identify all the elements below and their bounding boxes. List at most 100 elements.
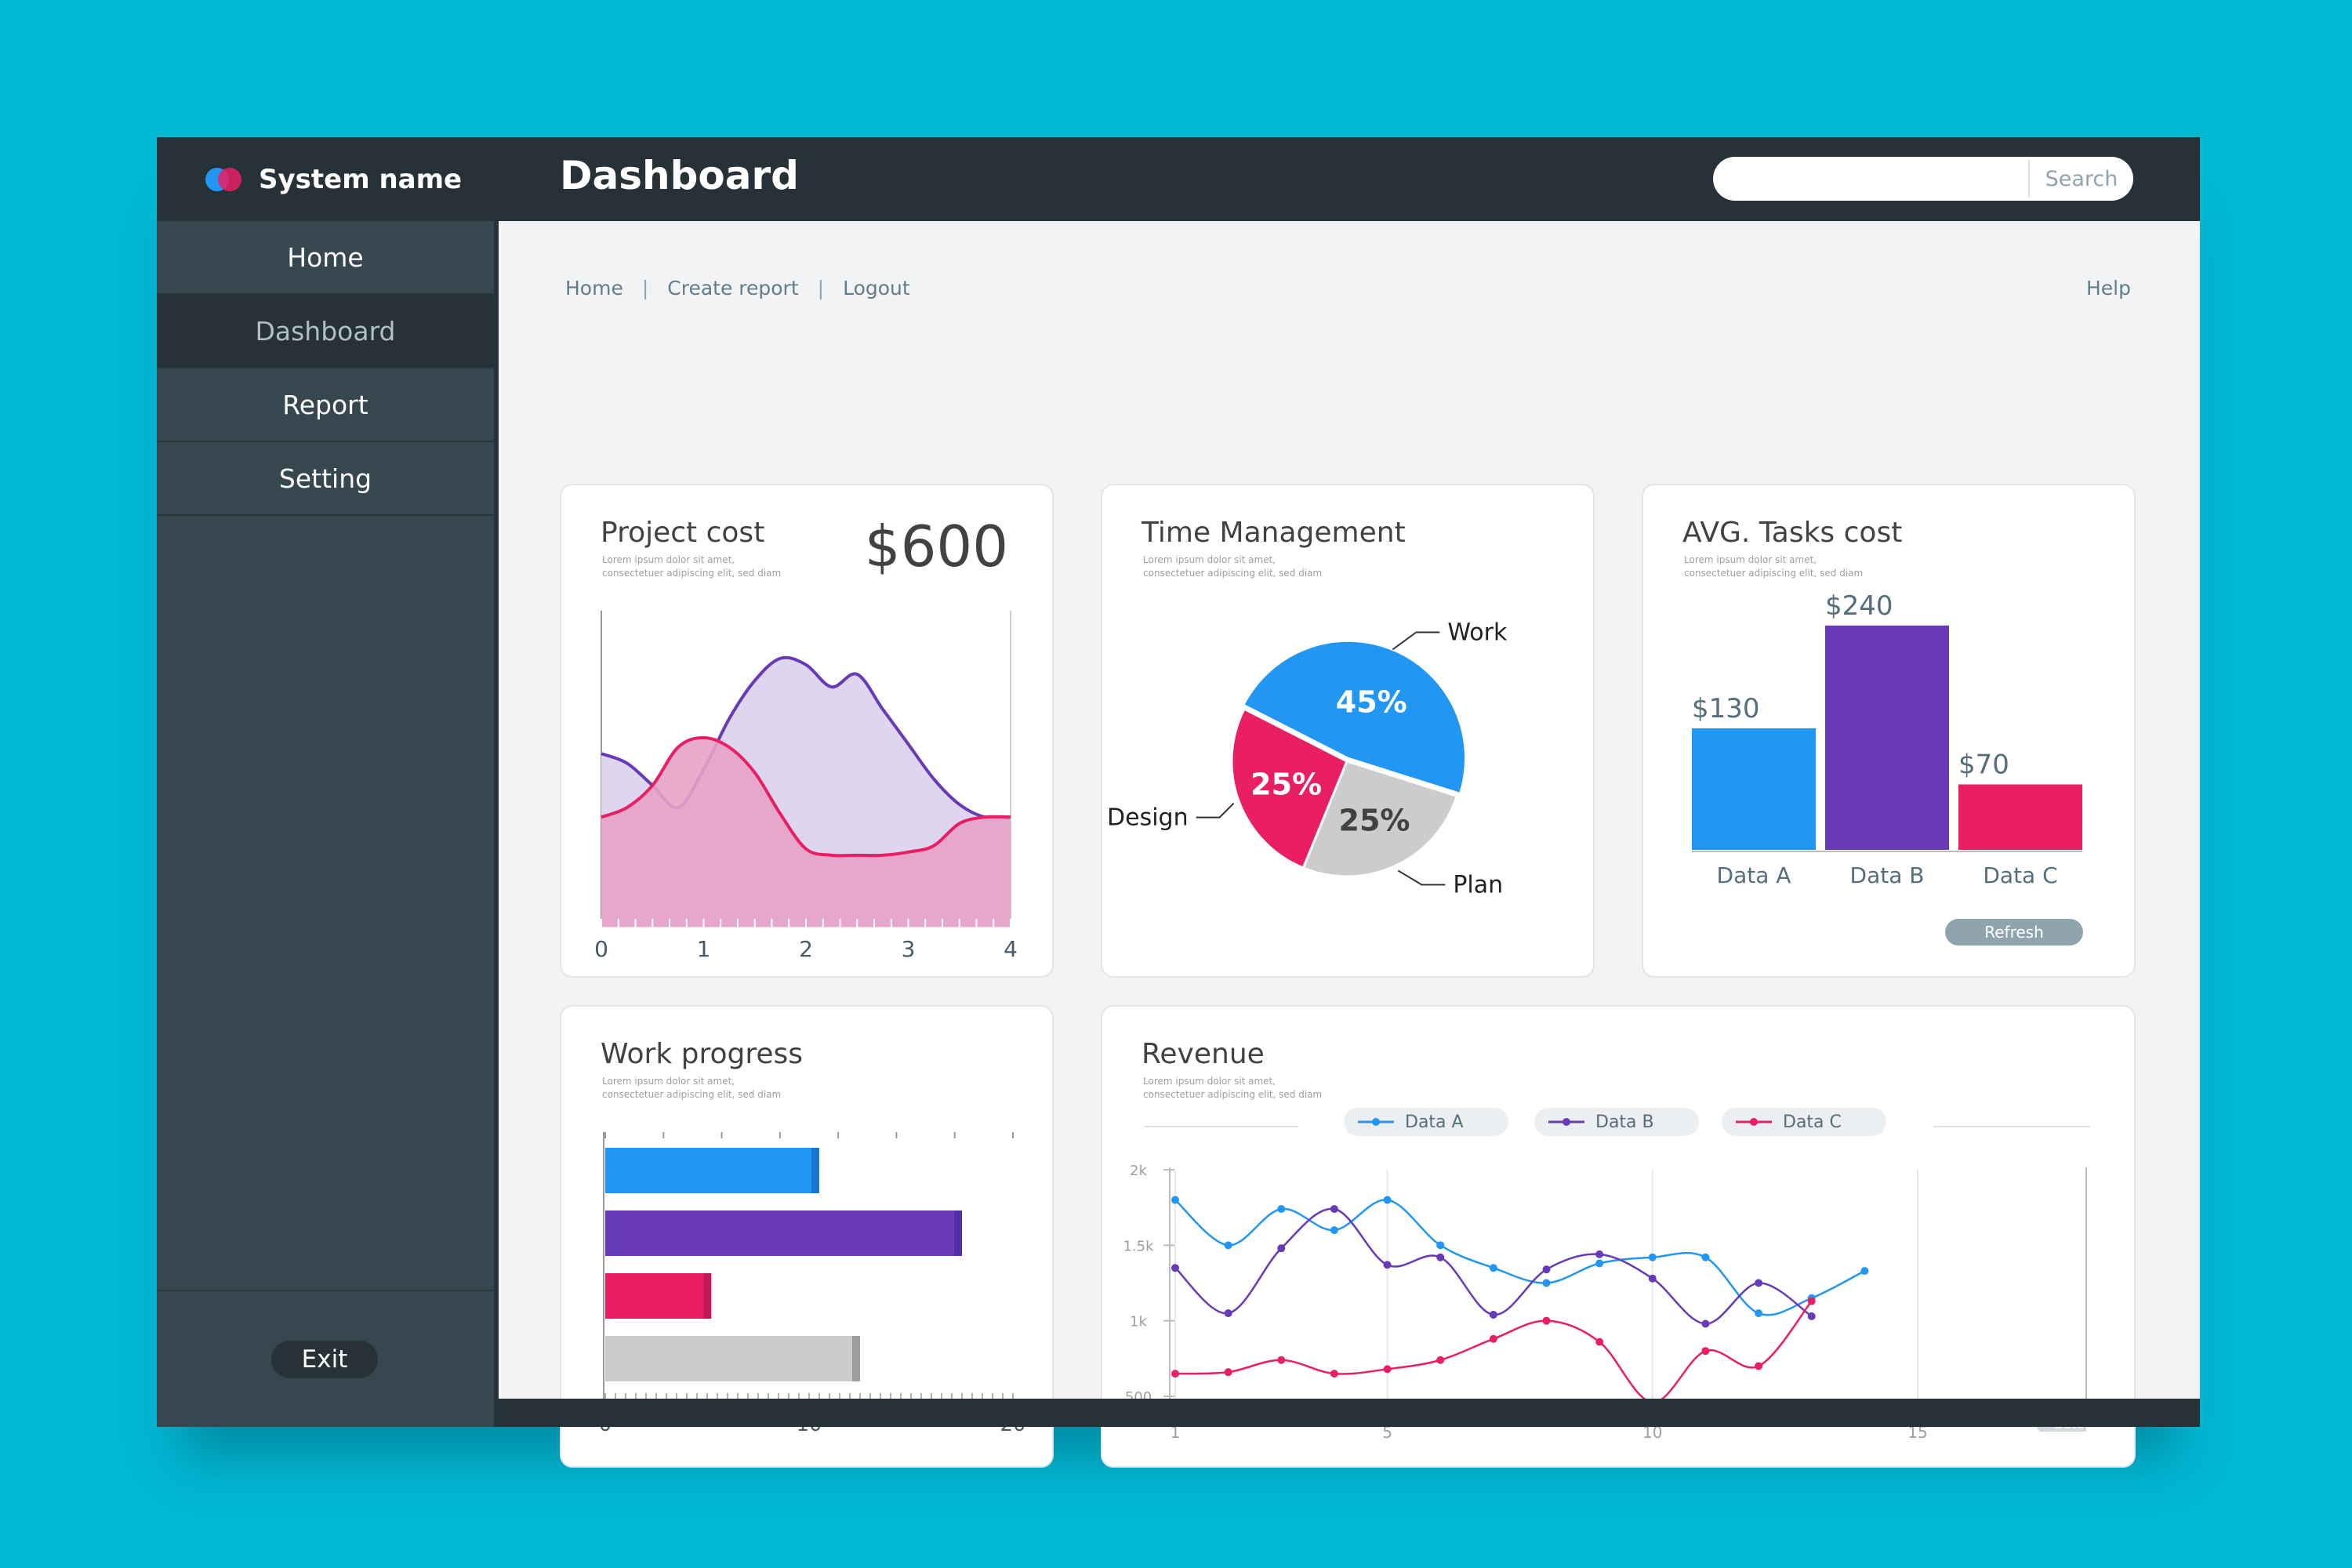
revenue-data-point: [1383, 1365, 1392, 1374]
card-subtitle: Lorem ipsum dolor sit amet, consectetuer …: [1143, 1076, 1323, 1100]
search-input[interactable]: [1713, 157, 2027, 201]
revenue-data-point: [1701, 1347, 1710, 1356]
sidebar-item-report[interactable]: Report: [157, 368, 494, 442]
project-cost-chart: 0 1 2 3 4: [594, 611, 1018, 962]
help-link[interactable]: Help: [2086, 277, 2131, 299]
page-title: Dashboard: [560, 153, 799, 198]
legend-item-data-b[interactable]: Data B: [1534, 1108, 1699, 1136]
revenue-data-point: [1489, 1264, 1497, 1272]
x-tick-label: 1: [697, 936, 711, 962]
x-tick-label: 4: [1004, 936, 1018, 962]
pie-leader-line: [1196, 802, 1235, 818]
legend-label: Data B: [1595, 1112, 1654, 1132]
revenue-data-point: [1330, 1205, 1338, 1214]
area-series-2-fill: [601, 738, 1011, 928]
time-management-chart: 45% Work 25% Plan 25% Design: [1107, 619, 1508, 898]
revenue-data-point: [1595, 1259, 1604, 1268]
revenue-data-point: [1224, 1241, 1232, 1250]
revenue-data-point: [1171, 1264, 1179, 1272]
x-tick-label: 3: [902, 936, 916, 962]
revenue-data-point: [1224, 1368, 1232, 1377]
revenue-data-point: [1171, 1196, 1179, 1204]
sidebar-item-home[interactable]: Home: [157, 221, 494, 295]
pie-category-label: Design: [1107, 804, 1189, 832]
revenue-data-point: [1595, 1250, 1604, 1258]
progress-bar-1: [605, 1148, 819, 1193]
avg-tasks-cost-chart: $130 Data A $240 Data B $70 Data C: [1692, 590, 2082, 888]
revenue-data-point: [1595, 1338, 1604, 1346]
sidebar-edge: [494, 137, 499, 1427]
header: Dashboard Search: [499, 137, 2200, 221]
breadcrumb-separator: |: [817, 277, 825, 299]
system-name: System name: [259, 163, 463, 195]
card-title: Work progress: [601, 1038, 804, 1070]
footer-bar: [499, 1399, 2200, 1427]
card-title: AVG. Tasks cost: [1682, 517, 1903, 549]
card-subtitle: Lorem ipsum dolor sit amet, consectetuer …: [1143, 554, 1323, 579]
y-tick-label: 1.5k: [1123, 1238, 1154, 1254]
project-cost-card: Project cost $600 Lorem ipsum dolor sit …: [560, 484, 1054, 978]
revenue-data-point: [1436, 1356, 1445, 1364]
breadcrumb-home-link[interactable]: Home: [565, 277, 623, 299]
revenue-data-point: [1436, 1253, 1445, 1261]
bar-value-label: $240: [1825, 590, 1893, 622]
revenue-data-point: [1277, 1205, 1286, 1214]
revenue-data-point: [1436, 1241, 1445, 1250]
card-title: Revenue: [1142, 1038, 1265, 1070]
project-cost-value: $600: [864, 514, 1008, 579]
area-series-2-line: [601, 735, 1011, 858]
legend-line-icon: [1548, 1118, 1584, 1126]
bar-value-label: $130: [1692, 693, 1760, 724]
revenue-data-point: [1383, 1261, 1392, 1269]
breadcrumb: Home | Create report | Logout: [565, 277, 910, 299]
revenue-data-point: [1755, 1279, 1763, 1287]
revenue-data-point: [1701, 1319, 1710, 1328]
bar-category-label: Data C: [1983, 862, 2057, 888]
bar-data-a: [1692, 728, 1816, 850]
card-subtitle: Lorem ipsum dolor sit amet, consectetuer …: [602, 554, 782, 579]
progress-bar-4: [605, 1336, 860, 1381]
revenue-data-point: [1648, 1253, 1657, 1261]
time-management-card: Time Management Lorem ipsum dolor sit am…: [1101, 484, 1595, 978]
search-button[interactable]: Search: [2045, 166, 2118, 191]
revenue-data-point: [1542, 1265, 1551, 1274]
legend-line-icon: [1736, 1118, 1772, 1126]
legend-line-icon: [1358, 1118, 1394, 1126]
revenue-data-point: [1489, 1310, 1497, 1319]
bar-data-b: [1825, 625, 1949, 850]
sidebar-item-setting[interactable]: Setting: [157, 442, 494, 516]
bar-value-label: $70: [1958, 750, 2009, 781]
card-title: Project cost: [601, 517, 765, 549]
legend-item-data-c[interactable]: Data C: [1722, 1108, 1886, 1136]
x-tick-label: 2: [799, 936, 813, 962]
revenue-data-point: [1171, 1370, 1179, 1378]
sidebar-item-dashboard[interactable]: Dashboard: [157, 295, 494, 368]
legend-label: Data C: [1783, 1112, 1842, 1132]
refresh-button[interactable]: Refresh: [1945, 919, 2083, 946]
progress-bar-3: [605, 1273, 712, 1319]
revenue-data-point: [1277, 1356, 1286, 1364]
revenue-data-point: [1489, 1334, 1497, 1343]
x-tick-label: 0: [594, 936, 608, 962]
y-tick-label: 1k: [1130, 1314, 1147, 1330]
pie-slice-plan: [1301, 760, 1459, 878]
revenue-data-point: [1383, 1196, 1392, 1204]
search-separator: [2028, 160, 2030, 198]
legend-item-data-a[interactable]: Data A: [1344, 1108, 1508, 1136]
progress-bar-end-cap: [954, 1210, 962, 1256]
revenue-data-point: [1860, 1267, 1869, 1276]
y-tick-label: 2k: [1130, 1163, 1147, 1179]
pie-value-label: 25%: [1250, 768, 1322, 802]
x-tick-label: 5: [1382, 1423, 1392, 1442]
breadcrumb-logout-link[interactable]: Logout: [843, 277, 910, 299]
pie-category-label: Work: [1447, 619, 1508, 646]
breadcrumb-create-report-link[interactable]: Create report: [667, 277, 799, 299]
logo-icon: [205, 167, 241, 191]
exit-button[interactable]: Exit: [271, 1341, 378, 1378]
pie-slice-design: [1230, 707, 1348, 869]
sidebar: System name Home Dashboard Report Settin…: [157, 137, 494, 1427]
x-tick-label: 1: [1171, 1423, 1181, 1442]
bar-category-label: Data A: [1717, 862, 1791, 888]
revenue-data-point: [1330, 1226, 1338, 1235]
bar-category-label: Data B: [1850, 862, 1925, 888]
